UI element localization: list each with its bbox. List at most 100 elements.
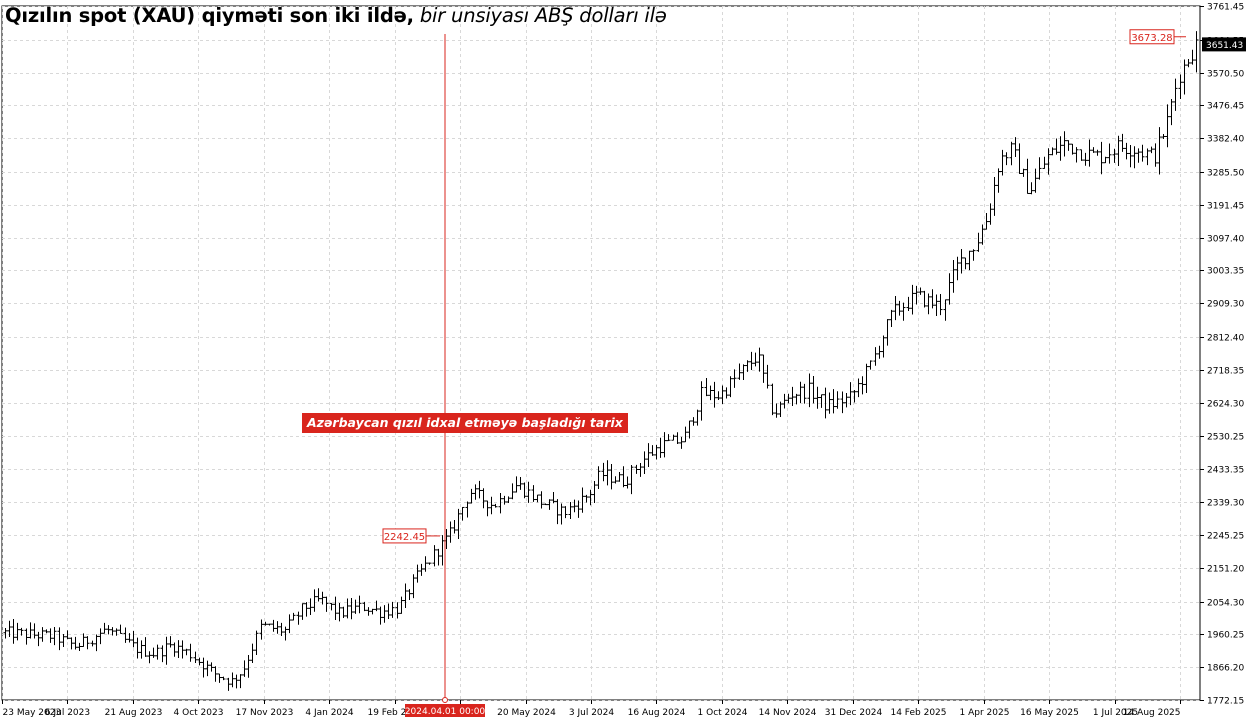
ohlc-bar: [493, 503, 498, 508]
ohlc-bar: [650, 445, 655, 456]
ohlc-bar: [658, 437, 663, 458]
ohlc-bar: [786, 393, 791, 404]
ohlc-bar: [601, 462, 606, 482]
ohlc-bar: [15, 622, 20, 641]
annotation-label: Azərbaycan qızıl idxal etməyə başladığı …: [302, 413, 628, 433]
annotation-date-tag: 2024.04.01 00:00: [405, 707, 486, 717]
ohlc-bar: [271, 619, 276, 632]
ohlc-bar: [1099, 141, 1104, 175]
ohlc-bar: [1091, 147, 1096, 153]
high-price-tag: 3673.28: [1131, 33, 1172, 44]
ohlc-bar: [988, 203, 993, 225]
y-tick-label: 2718.35: [1207, 367, 1244, 377]
ohlc-bar: [1050, 147, 1055, 156]
ohlc-bar: [576, 500, 581, 518]
ohlc-bar: [349, 597, 354, 620]
ohlc-bar: [217, 673, 222, 683]
ohlc-bar: [221, 676, 226, 681]
ohlc-bar: [201, 657, 206, 678]
ohlc-bar: [1157, 127, 1162, 175]
ohlc-bar: [695, 409, 700, 426]
ohlc-bar: [654, 445, 659, 460]
ohlc-bar: [52, 627, 57, 646]
y-tick-label: 2245.25: [1207, 532, 1244, 542]
ohlc-bar: [164, 636, 169, 665]
ohlc-bar: [629, 465, 634, 495]
ohlc-bar: [423, 556, 428, 572]
ohlc-bar: [151, 647, 156, 658]
ohlc-bar: [770, 383, 775, 416]
ohlc-bar: [943, 299, 948, 321]
ohlc-bar: [819, 394, 824, 408]
ohlc-bar: [118, 624, 123, 634]
y-tick-label: 2151.20: [1207, 565, 1244, 575]
y-tick-label: 1772.15: [1207, 697, 1244, 707]
y-tick-label: 2433.35: [1207, 466, 1244, 476]
ohlc-bar: [506, 496, 511, 504]
ohlc-bar: [460, 506, 465, 521]
ohlc-bar: [287, 614, 292, 634]
y-tick-label: 2624.30: [1207, 400, 1244, 410]
ohlc-bar: [559, 503, 564, 525]
ohlc-bar: [959, 248, 964, 274]
y-tick-label: 2812.40: [1207, 334, 1244, 344]
ohlc-bar: [807, 373, 812, 408]
ohlc-bar: [283, 626, 288, 641]
ohlc-bar: [592, 480, 597, 503]
annotation-date-box: [405, 704, 485, 717]
ohlc-bar: [996, 168, 1001, 193]
x-tick-label: 1 Oct 2024: [698, 708, 748, 718]
ohlc-bar: [1021, 168, 1026, 177]
ohlc-bar: [1074, 147, 1079, 163]
current-price-tag: 3651.43: [1206, 41, 1243, 51]
ohlc-bar: [967, 250, 972, 271]
ohlc-bar: [353, 599, 358, 614]
ohlc-bar: [456, 508, 461, 540]
ohlc-bar: [716, 391, 721, 401]
ohlc-bar: [160, 645, 165, 663]
x-tick-label: 6 Jul 2023: [45, 708, 90, 718]
ohlc-bar: [852, 389, 857, 403]
ohlc-bar: [1120, 133, 1125, 152]
ohlc-bar: [114, 628, 119, 636]
ohlc-bar: [411, 574, 416, 599]
ohlc-bar: [415, 564, 420, 583]
ohlc-bar: [300, 603, 305, 620]
y-tick-label: 2054.30: [1207, 599, 1244, 609]
ohlc-bar: [485, 500, 490, 517]
ohlc-bar: [934, 294, 939, 317]
ohlc-bar: [971, 249, 976, 261]
ohlc-bar: [1190, 49, 1195, 65]
price-axis: 3761.453664.553570.503476.453382.403285.…: [1200, 3, 1244, 707]
ohlc-bar: [963, 257, 968, 270]
ohlc-bar: [712, 381, 717, 408]
ohlc-bar: [197, 657, 202, 666]
ohlc-bar: [69, 637, 74, 650]
ohlc-bar: [1116, 135, 1121, 167]
title-sub: bir unsiyası ABŞ dolları ilə: [413, 4, 667, 27]
ohlc-bar: [753, 352, 758, 367]
ohlc-bar: [1153, 143, 1158, 167]
ohlc-bar: [778, 401, 783, 417]
ohlc-bar: [436, 548, 441, 566]
x-tick-label: 1 Jul 2025: [1093, 708, 1138, 718]
ohlc-bar: [1112, 148, 1117, 163]
ohlc-bar: [877, 345, 882, 359]
ohlc-bar: [498, 492, 503, 514]
ohlc-bar: [324, 596, 329, 612]
ohlc-bar: [32, 623, 37, 639]
ohlc-bar: [1161, 133, 1166, 139]
chart-title: Qızılın spot (XAU) qiyməti son iki ildə,…: [5, 4, 667, 27]
x-tick-label: 1 Apr 2025: [960, 708, 1010, 718]
ohlc-bar: [984, 212, 989, 230]
ohlc-bar: [1042, 156, 1047, 169]
ohlc-bar: [465, 501, 470, 518]
x-tick-label: 3 Jul 2024: [569, 708, 614, 718]
ohlc-bar: [1145, 148, 1150, 166]
ohlc-bar: [110, 627, 115, 636]
ohlc-bar: [1046, 148, 1051, 175]
ohlc-bar: [246, 655, 251, 678]
ohlc-bar: [782, 393, 787, 409]
x-tick-label: 17 Nov 2023: [236, 708, 294, 718]
